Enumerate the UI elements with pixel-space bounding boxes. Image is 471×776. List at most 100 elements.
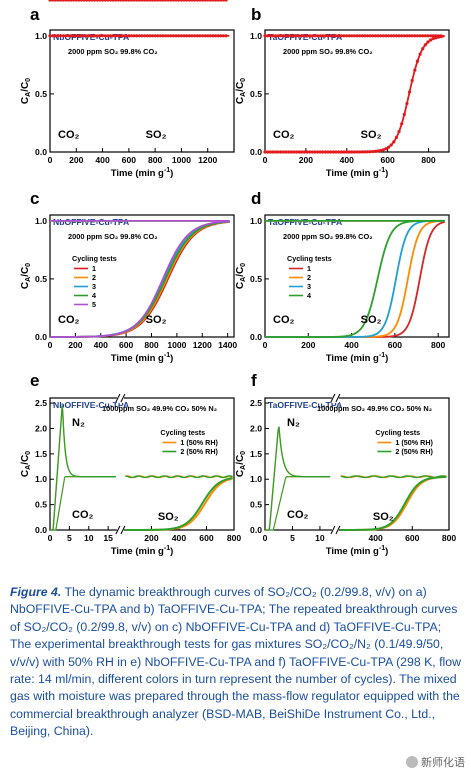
co2-marker	[108, 34, 113, 38]
co2-marker	[405, 34, 409, 38]
y-axis-label: CA/C0	[20, 451, 32, 477]
axis-break-mark	[115, 393, 121, 403]
co2-marker	[439, 34, 443, 38]
so2-marker	[135, 0, 139, 2]
co2-marker	[418, 34, 422, 38]
so2-marker	[308, 150, 312, 154]
panel-c: c NbOFFIVE-Cu-TPA 0.0 0.5 1.0 CA/C0 Time (min …	[20, 189, 237, 364]
x-tick-label: 600	[122, 155, 137, 165]
so2-marker	[302, 150, 307, 154]
x-tick-label: 400	[340, 155, 355, 165]
legend-entry: 2 (50% RH)	[180, 447, 218, 456]
co2-marker	[124, 34, 128, 38]
curves	[263, 34, 445, 154]
x-tick-label: 5	[290, 533, 295, 543]
panel-d: d TaOFFIVE-Cu-TPA 0.0 0.5 1.0 CA/C0 Time (min …	[235, 189, 450, 364]
co2-marker	[429, 34, 433, 38]
co2-marker	[145, 34, 149, 38]
co2-marker	[313, 34, 317, 38]
gas-condition-label: 1000ppm SO₂ 49.9% CO₂ 50% N₂	[317, 404, 432, 413]
so2-marker	[127, 0, 131, 2]
legend-entry: 1	[307, 264, 311, 273]
x-tick-label: 600	[405, 533, 420, 543]
so2-marker	[153, 0, 157, 2]
y-tick-label: 2.0	[250, 423, 262, 433]
so2-marker	[87, 0, 92, 2]
x-tick-label: 400	[344, 340, 359, 350]
co2-marker	[185, 34, 189, 38]
co2-marker	[216, 34, 220, 38]
co2-marker	[122, 34, 126, 38]
co2-marker	[187, 34, 191, 38]
x-tick-label: 1200	[193, 340, 212, 350]
x-axis-label: Time (min g-1)	[326, 352, 389, 364]
co2-left-curve-1	[50, 476, 116, 531]
y-tick-label: 2.5	[35, 398, 47, 408]
so2-marker	[394, 135, 399, 140]
co2-marker	[305, 34, 309, 38]
co2-marker	[161, 34, 165, 38]
co2-marker	[284, 34, 288, 38]
co2-marker	[127, 34, 131, 38]
x-tick-label: 600	[119, 340, 134, 350]
legend-entry: 3	[92, 282, 96, 291]
so2-marker	[429, 38, 433, 42]
y-tick-label: 1.0	[35, 474, 47, 484]
co2-marker	[302, 34, 307, 38]
co2-marker	[413, 34, 417, 38]
watermark: 新师化语	[406, 754, 465, 770]
co2-marker	[85, 34, 89, 38]
co2-marker	[431, 34, 435, 38]
co2-marker	[208, 34, 212, 38]
y-tick-label: 0.5	[250, 89, 262, 99]
co2-marker	[423, 34, 427, 38]
co2-marker	[129, 34, 134, 38]
so2-marker	[203, 0, 207, 2]
co2-marker	[221, 34, 226, 38]
co2-marker	[116, 34, 120, 38]
axis-break-gap	[116, 393, 124, 403]
x-tick-label: 600	[380, 155, 395, 165]
co2-marker	[400, 34, 404, 38]
co2-marker	[421, 34, 425, 38]
y-tick-label: 1.0	[250, 216, 262, 226]
x-axis-label: Time (min g-1)	[111, 167, 174, 179]
co2-marker	[190, 34, 194, 38]
so2-marker	[310, 150, 314, 154]
co2-marker	[200, 34, 205, 38]
so2-marker	[108, 0, 113, 2]
so2-marker	[103, 0, 107, 2]
axis-break-mark	[120, 393, 126, 403]
y-tick-label: 0.5	[35, 89, 47, 99]
x-tick-label: 800	[227, 533, 242, 543]
co2-marker	[169, 34, 173, 38]
so2-marker	[198, 0, 202, 2]
so2-marker	[161, 0, 165, 2]
so2-marker	[77, 0, 81, 2]
legend-title: Cycling tests	[287, 254, 332, 263]
legend-entry: 5	[92, 300, 96, 309]
co2-marker	[323, 34, 328, 38]
co2-marker	[368, 34, 372, 38]
y-tick-label: 1.0	[250, 31, 262, 41]
co2-marker	[203, 34, 207, 38]
x-tick-label: 600	[199, 533, 214, 543]
x-tick-label: 800	[144, 340, 159, 350]
so2-marker	[124, 0, 128, 2]
y-tick-label: 1.0	[35, 216, 47, 226]
axis-break-mark	[115, 525, 121, 535]
so2-marker	[339, 150, 343, 154]
co2-marker	[137, 34, 141, 38]
co2-marker	[263, 34, 267, 38]
so2-marker	[421, 47, 425, 51]
so2-marker	[397, 129, 401, 134]
co2-marker	[363, 34, 367, 38]
co2-marker	[98, 34, 102, 38]
y-tick-label: 0.0	[35, 525, 47, 535]
so2-marker	[185, 0, 189, 2]
co2-marker	[300, 34, 304, 38]
so2-marker	[318, 150, 322, 154]
so2-marker	[334, 150, 338, 154]
co2-marker	[219, 34, 223, 38]
